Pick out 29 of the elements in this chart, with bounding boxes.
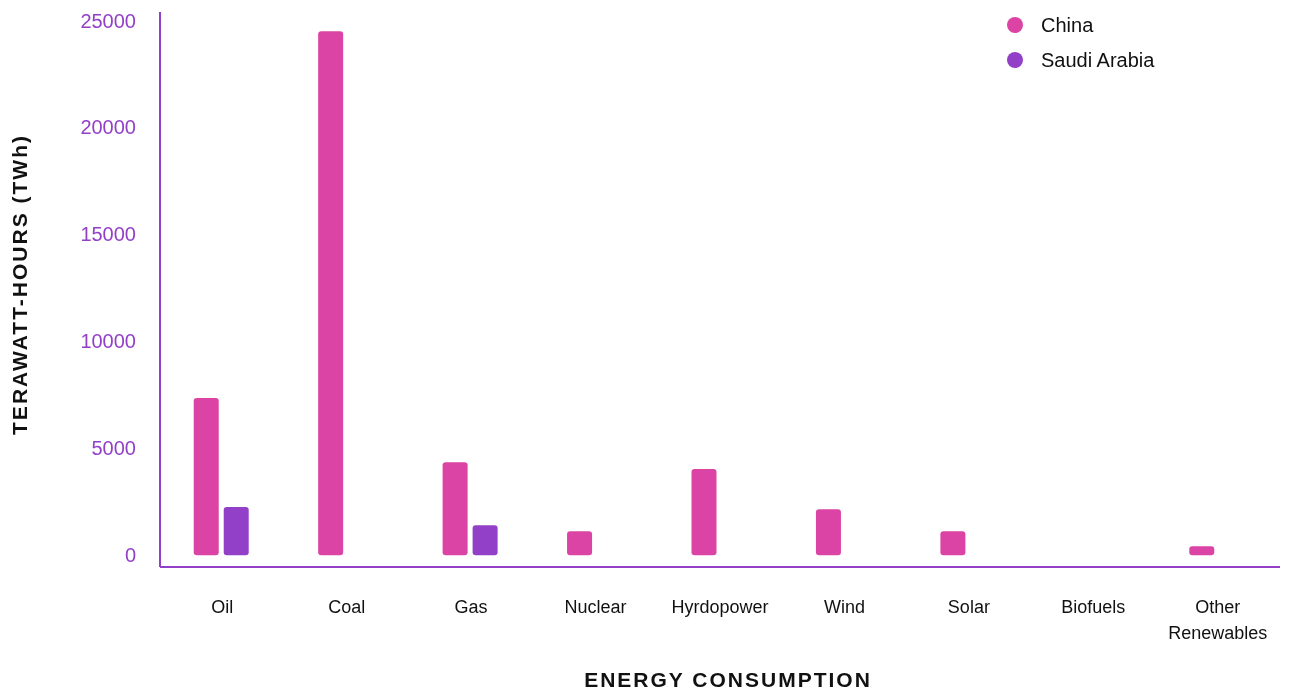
x-tick-label: Biofuels — [1061, 597, 1126, 617]
y-tick-label: 25000 — [80, 9, 136, 32]
bar — [940, 531, 966, 556]
y-tick-label: 0 — [124, 544, 136, 567]
bar — [567, 531, 593, 556]
x-tick-label: Oil — [211, 597, 234, 617]
y-tick-label: 15000 — [80, 223, 136, 246]
x-tick-label: Gas — [454, 597, 488, 617]
bar — [472, 525, 498, 556]
x-tick-label: Nuclear — [564, 597, 627, 617]
x-axis-title: ENERGY CONSUMPTION — [584, 668, 872, 691]
y-tick-label: 10000 — [80, 330, 136, 353]
bar — [223, 507, 249, 556]
x-tick-label: Coal — [328, 597, 366, 617]
x-tick-label: Hyrdopower — [671, 597, 769, 617]
y-tick-label: 20000 — [80, 116, 136, 139]
legend-label: Saudi Arabia — [1041, 49, 1156, 71]
x-tick-label: Other Renewables — [1168, 597, 1268, 643]
legend-label: China — [1041, 14, 1095, 36]
bar — [815, 509, 841, 556]
y-tick-label: 5000 — [91, 437, 136, 460]
bar — [193, 398, 219, 556]
x-tick-label: Solar — [947, 597, 990, 617]
bar — [691, 469, 717, 556]
bar — [442, 462, 468, 556]
x-tick-label: Wind — [823, 597, 865, 617]
y-axis-title: TERAWATT-HOURS (TWh) — [8, 134, 31, 435]
bar — [1189, 546, 1215, 556]
bar — [318, 31, 344, 556]
